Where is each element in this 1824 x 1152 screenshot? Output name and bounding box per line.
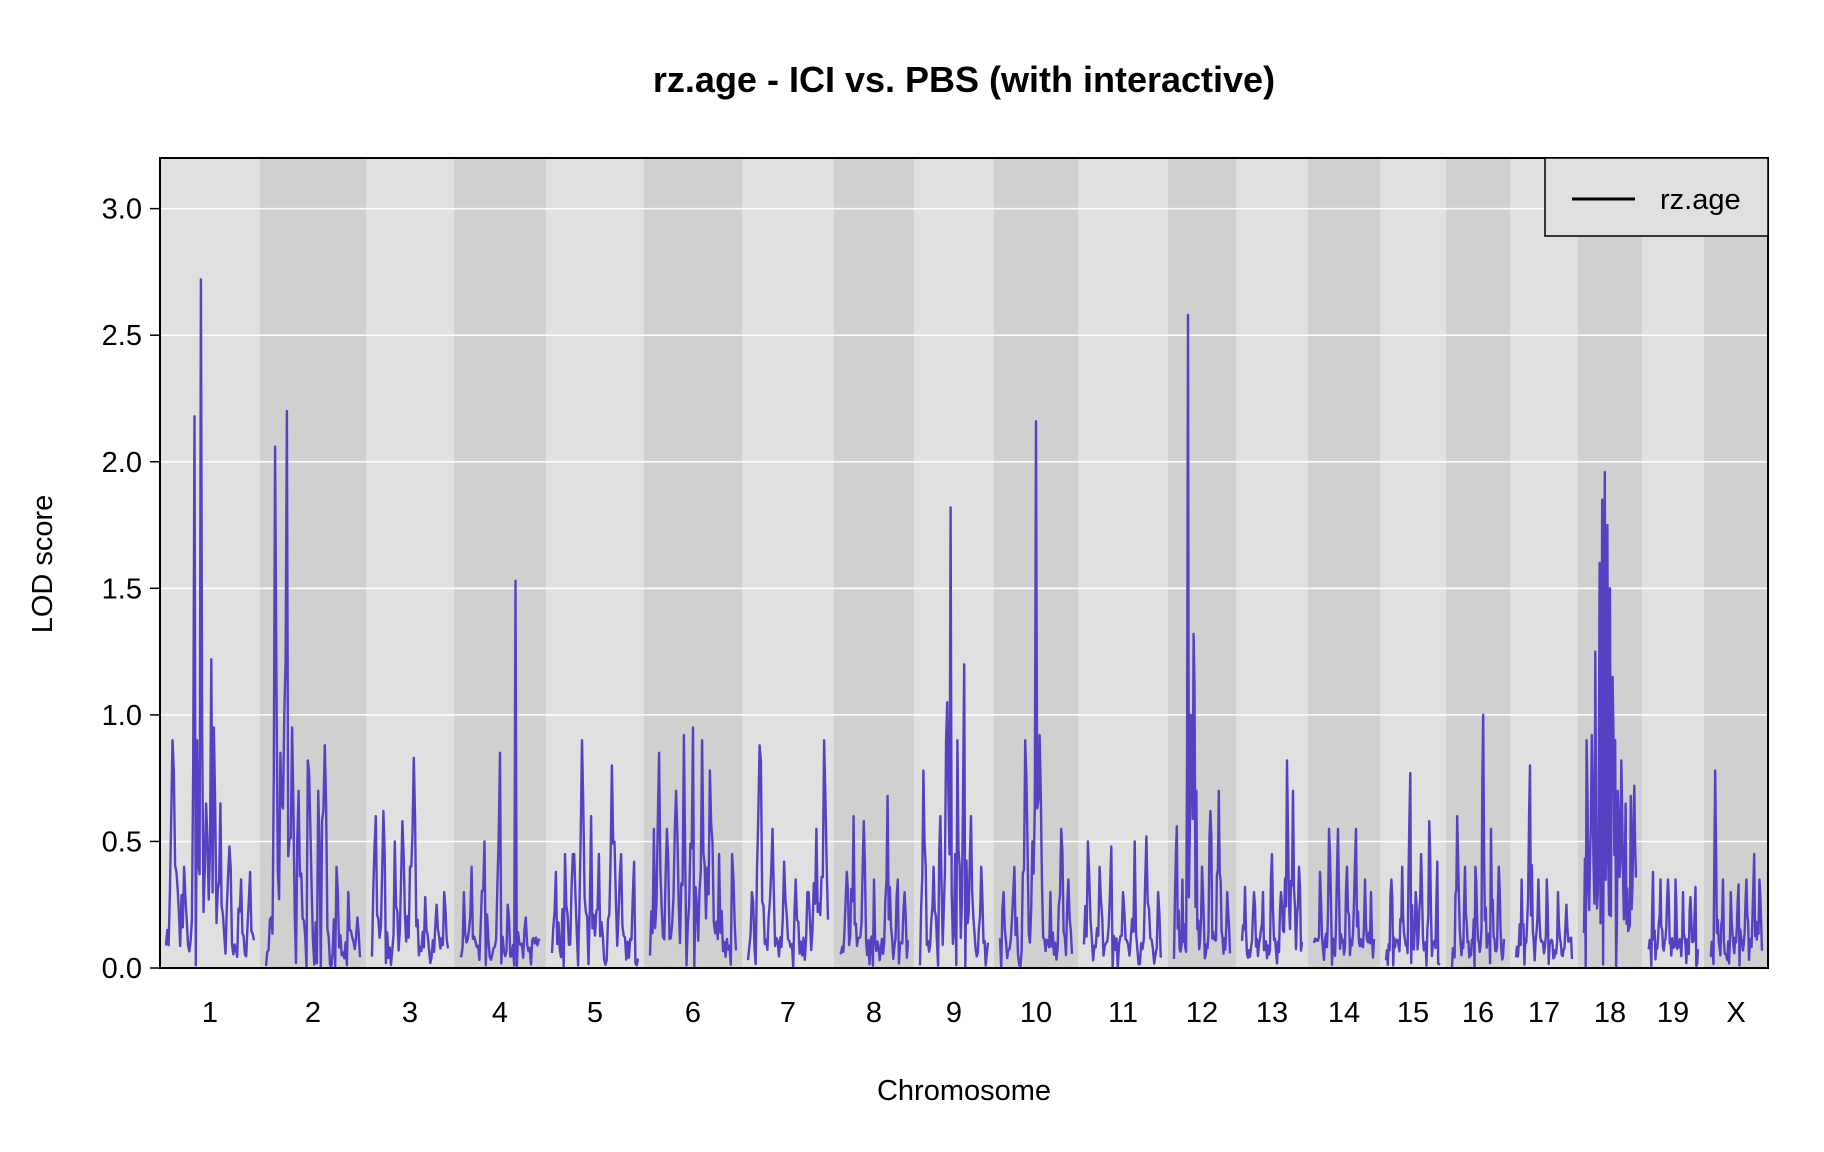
x-tick-label: 14 [1328,997,1360,1029]
lod-line-chr-19 [1647,870,1700,968]
chromosome-band [1446,158,1510,968]
chromosome-band [1168,158,1236,968]
y-tick-label: 0.0 [102,953,142,985]
x-tick-label: 10 [1020,997,1052,1029]
lod-line-chr-17 [1514,764,1574,966]
x-tick-label: 12 [1186,997,1218,1029]
lod-line-chr-3 [370,756,450,967]
lod-line-chr-2 [264,409,362,970]
x-tick-label: 9 [946,997,962,1029]
y-tick-label: 2.0 [102,447,142,479]
x-axis-label: Chromosome [877,1075,1051,1107]
chromosome-band [914,158,994,968]
chromosome-band [1642,158,1704,968]
lod-line-chr-14 [1312,827,1376,966]
lod-line-chr-5 [550,739,640,969]
x-tick-label: 3 [402,997,418,1029]
chromosome-band [742,158,834,968]
lod-line-chr-8 [839,794,910,967]
y-tick-label: 3.0 [102,194,142,226]
lod-series [164,278,1764,970]
lod-line-chr-X [1709,769,1764,967]
lod-line-chr-18 [1582,470,1638,969]
lod-line-chr-1 [164,278,256,967]
lod-line-chr-13 [1240,759,1304,965]
x-tick-label: 18 [1594,997,1626,1029]
y-tick-label: 1.0 [102,700,142,732]
lod-line-chr-6 [648,726,738,968]
lod-line-chr-4 [459,579,541,970]
legend-box [1544,157,1769,237]
legend-entry-label: rz.age [1660,184,1741,216]
x-tick-label: 13 [1256,997,1288,1029]
y-axis-label: LOD score [27,495,59,634]
x-axis-ticks: 1 2 3 4 5 6 7 8 9 10 11 12 13 14 15 16 17 18 19 X [202,997,1746,1029]
lod-line-chr-11 [1082,835,1163,969]
chromosome-band [1380,158,1446,968]
chromosome-band [1308,158,1380,968]
chromosome-band [834,158,914,968]
plot-frame [159,157,1769,969]
x-tick-label: 1 [202,997,218,1029]
lod-line-chr-9 [918,506,990,969]
chromosome-band [1078,158,1168,968]
chromosome-band [1510,158,1578,968]
lod-line-chr-10 [998,420,1074,970]
lod-line-chr-7 [746,739,830,969]
x-tick-label: 11 [1108,997,1138,1029]
chromosome-band [366,158,454,968]
y-tick-label: 2.5 [102,320,142,352]
x-tick-label: 19 [1657,997,1689,1029]
x-tick-label: 7 [780,997,796,1029]
y-tick-label: 0.5 [102,826,142,858]
x-tick-label: 4 [492,997,508,1029]
chromosome-band [1236,158,1308,968]
x-tick-label: 15 [1397,997,1429,1029]
y-axis-ticks: 0.0 0.5 1.0 1.5 2.0 2.5 3.0 [102,194,160,985]
lod-line-chr-15 [1384,771,1441,967]
x-tick-label: 17 [1528,997,1560,1029]
x-tick-label: X [1726,997,1745,1029]
lod-line-chr-16 [1450,713,1506,969]
x-tick-label: 8 [866,997,882,1029]
x-tick-label: 2 [305,997,321,1029]
y-tick-label: 1.5 [102,573,142,605]
chart-title: rz.age - ICI vs. PBS (with interactive) [653,59,1275,100]
lod-line-chr-12 [1172,313,1232,960]
chromosome-band [546,158,644,968]
legend: rz.age [1544,157,1769,237]
x-tick-label: 16 [1462,997,1494,1029]
x-tick-label: 5 [587,997,603,1029]
x-tick-label: 6 [685,997,701,1029]
